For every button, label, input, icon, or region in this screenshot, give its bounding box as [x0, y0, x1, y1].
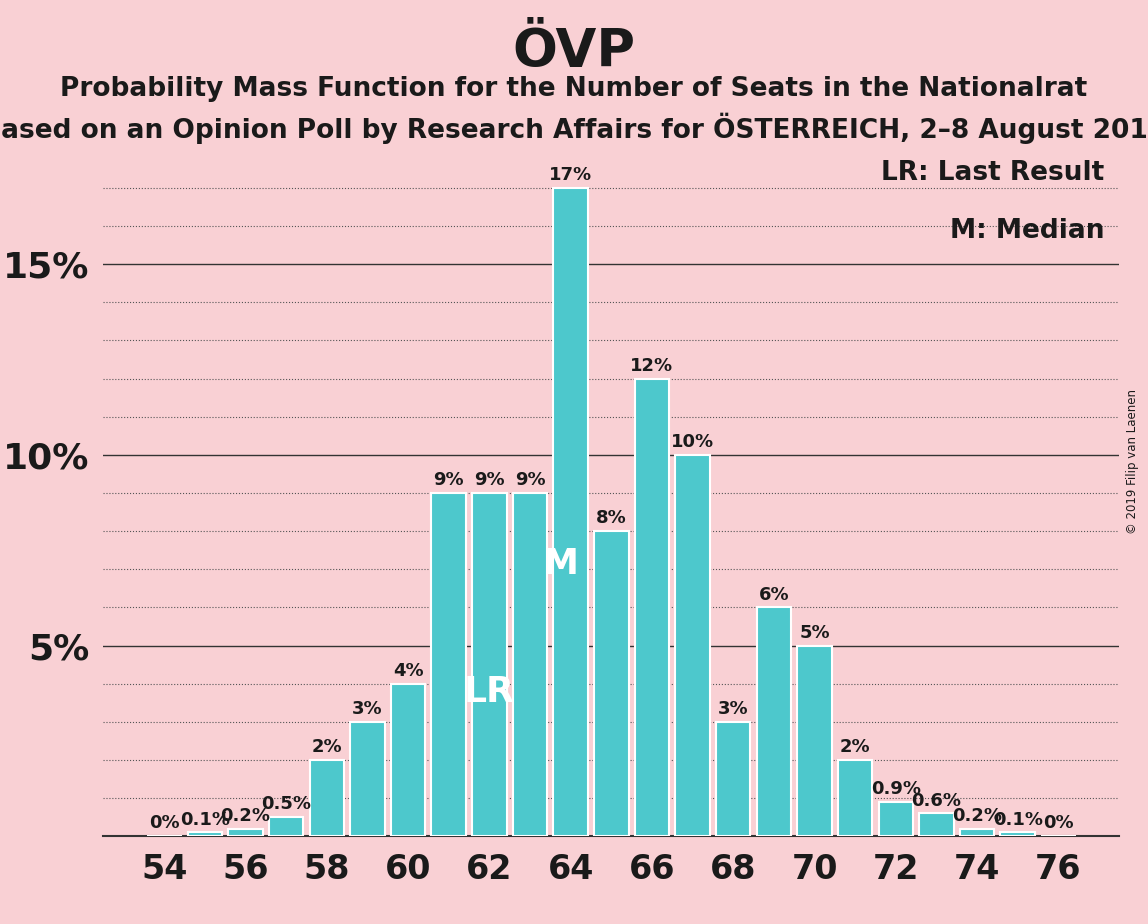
Bar — [797, 646, 832, 836]
Text: 3%: 3% — [718, 700, 748, 718]
Text: 17%: 17% — [549, 166, 592, 184]
Text: 0%: 0% — [149, 814, 179, 833]
Text: 0.5%: 0.5% — [262, 796, 311, 813]
Text: M: Median: M: Median — [949, 218, 1104, 244]
Text: 9%: 9% — [434, 471, 464, 489]
Bar — [390, 684, 426, 836]
Text: LR: Last Result: LR: Last Result — [881, 160, 1104, 186]
Bar — [675, 455, 709, 836]
Text: Based on an Opinion Poll by Research Affairs for ÖSTERREICH, 2–8 August 2018: Based on an Opinion Poll by Research Aff… — [0, 113, 1148, 144]
Text: 10%: 10% — [672, 433, 714, 451]
Bar — [432, 493, 466, 836]
Text: 2%: 2% — [840, 738, 870, 756]
Text: 6%: 6% — [759, 586, 789, 603]
Text: 0.9%: 0.9% — [871, 780, 921, 798]
Bar — [553, 188, 588, 836]
Bar — [960, 829, 994, 836]
Text: 5%: 5% — [799, 624, 830, 641]
Text: 2%: 2% — [311, 738, 342, 756]
Text: 9%: 9% — [514, 471, 545, 489]
Bar — [716, 722, 751, 836]
Text: 0.1%: 0.1% — [993, 810, 1042, 829]
Text: 9%: 9% — [474, 471, 505, 489]
Bar — [757, 607, 791, 836]
Text: ÖVP: ÖVP — [512, 26, 636, 78]
Bar — [187, 833, 223, 836]
Bar — [269, 817, 303, 836]
Text: 0.2%: 0.2% — [952, 807, 1002, 825]
Bar — [1000, 833, 1035, 836]
Bar — [350, 722, 385, 836]
Bar — [635, 379, 669, 836]
Text: 8%: 8% — [596, 509, 627, 528]
Bar — [838, 760, 872, 836]
Text: © 2019 Filip van Laenen: © 2019 Filip van Laenen — [1126, 390, 1139, 534]
Text: 0%: 0% — [1044, 814, 1073, 833]
Text: M: M — [543, 547, 579, 581]
Bar — [920, 813, 954, 836]
Text: Probability Mass Function for the Number of Seats in the Nationalrat: Probability Mass Function for the Number… — [61, 76, 1087, 102]
Text: 0.6%: 0.6% — [912, 792, 961, 809]
Text: 4%: 4% — [393, 662, 424, 680]
Text: 3%: 3% — [352, 700, 382, 718]
Text: 0.1%: 0.1% — [180, 810, 230, 829]
Bar — [513, 493, 548, 836]
Bar — [878, 802, 913, 836]
Text: LR: LR — [464, 675, 514, 709]
Text: 12%: 12% — [630, 357, 674, 375]
Bar — [594, 531, 629, 836]
Bar — [310, 760, 344, 836]
Text: 0.2%: 0.2% — [220, 807, 271, 825]
Bar — [472, 493, 506, 836]
Bar — [228, 829, 263, 836]
